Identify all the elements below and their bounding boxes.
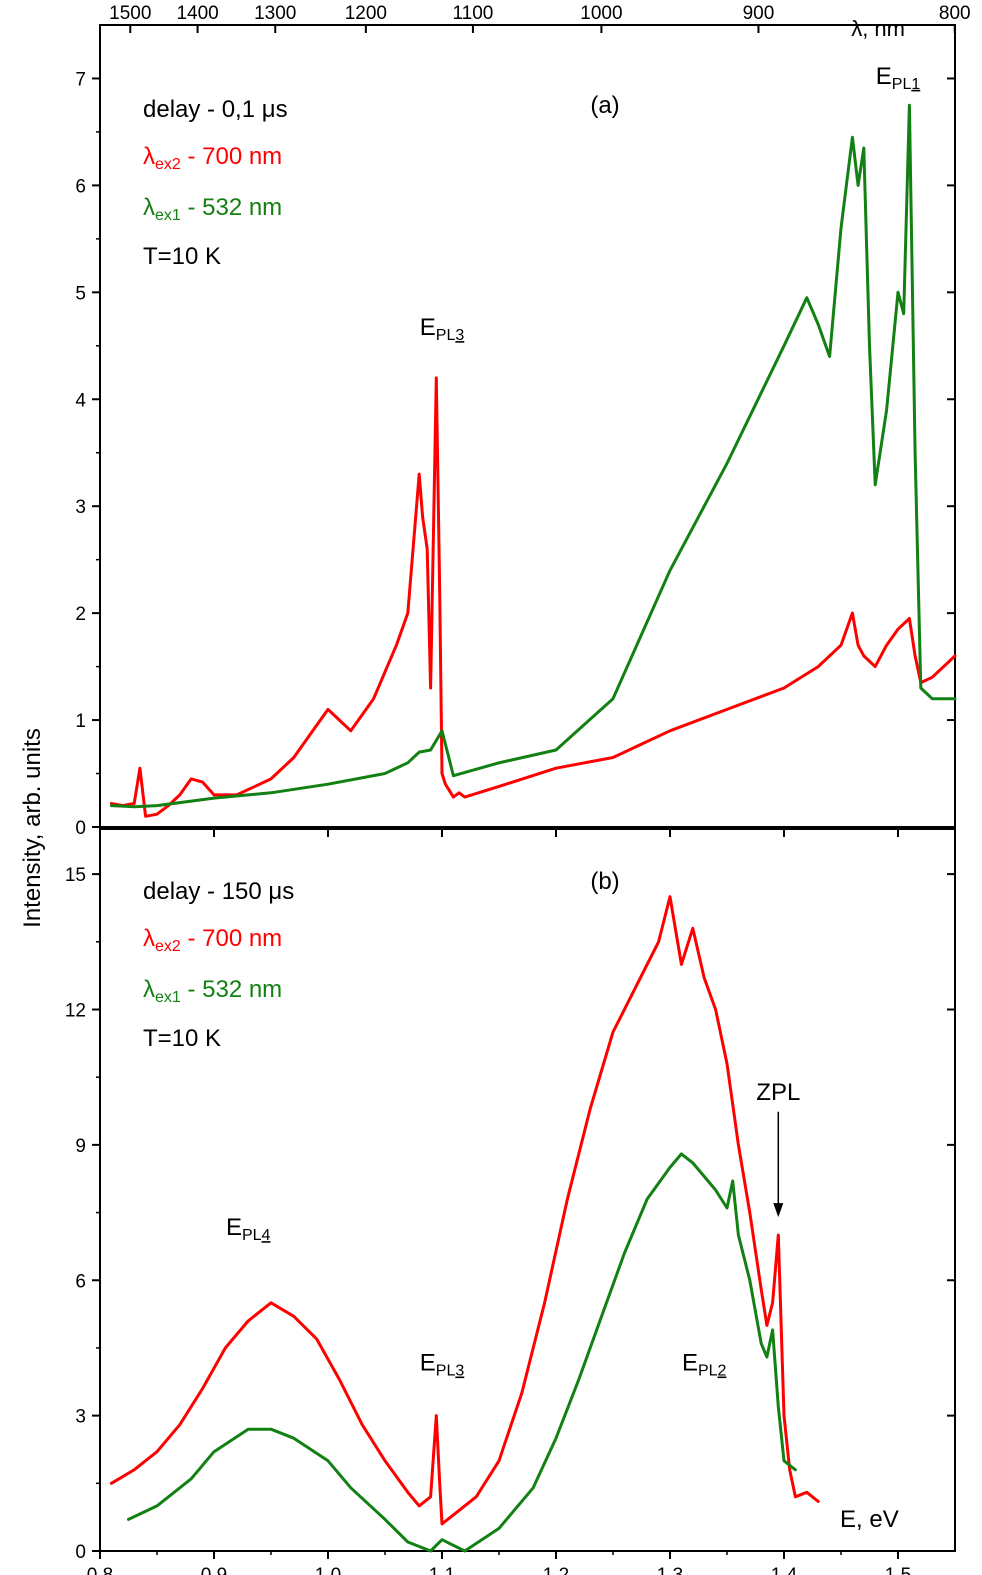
series-green [109, 103, 957, 809]
top-tick-label: 1500 [109, 3, 151, 24]
panel-label: (b) [590, 868, 619, 895]
legend-ex1: λex1 - 532 nm [143, 194, 282, 224]
legend-temp: T=10 K [143, 243, 221, 270]
top-tick-label: 900 [743, 3, 775, 24]
x-tick-label: 0,9 [201, 1565, 227, 1575]
legend-ex2: λex2 - 700 nm [143, 925, 282, 955]
top-tick-label: 1000 [580, 3, 622, 24]
panel-a: 0 1 2 3 4 5 6 7 1500 1400 1300 1200 1100 1000 900 800 λ,… [75, 3, 970, 839]
top-tick-label: 1400 [176, 3, 218, 24]
y-tick-label: 1 [75, 711, 86, 732]
x-tick-label: 1,3 [657, 1565, 683, 1575]
x-axis-label: E, eV [840, 1506, 899, 1533]
legend-temp: T=10 K [143, 1025, 221, 1052]
series-green [127, 1152, 797, 1553]
y-tick-label: 0 [75, 1542, 86, 1563]
series-red [109, 376, 957, 818]
top-tick-label: 1100 [452, 3, 493, 24]
plot-frame [99, 24, 956, 828]
top-tick-label: 800 [939, 3, 971, 24]
annotation-e-pl1: EPL1 [876, 63, 921, 93]
x-tick-label: 1,4 [771, 1565, 798, 1575]
y-tick-label: 7 [75, 69, 86, 90]
y-tick-label: 4 [75, 390, 86, 411]
x-tick-label: 1,2 [543, 1565, 569, 1575]
x-tick-label: 1,5 [885, 1565, 911, 1575]
y-tick-label: 12 [65, 1001, 86, 1022]
annotation-e-pl3: EPL3 [420, 314, 465, 344]
annotation-e-pl3: EPL3 [420, 1350, 465, 1380]
y-axis-label: Intensity, arb. units [19, 728, 46, 928]
annotation-zpl: ZPL [756, 1079, 800, 1106]
legend-ex1: λex1 - 532 nm [143, 976, 282, 1006]
y-tick-label: 3 [75, 497, 86, 518]
x-tick-label: 1,1 [429, 1565, 455, 1575]
y-tick-label: 3 [75, 1407, 86, 1428]
y-tick-label: 6 [75, 1271, 86, 1292]
x-tick-label: 1,0 [315, 1565, 341, 1575]
legend-ex2: λex2 - 700 nm [143, 143, 282, 173]
x-tick-label: 0,8 [87, 1565, 113, 1575]
annotation-e-pl4: EPL4 [226, 1214, 271, 1244]
panel-b: 0 3 6 9 12 15 0,8 0,9 1,0 1,1 1,2 1,3 1,4 1,5 E, eV del… [65, 828, 956, 1575]
series-red [109, 895, 820, 1526]
plot-frame [99, 828, 956, 1552]
y-tick-label: 15 [65, 865, 86, 886]
panel-label: (a) [590, 92, 619, 119]
top-axis-label: λ, nm [851, 16, 905, 41]
top-tick-label: 1200 [345, 3, 387, 24]
zpl-arrow-head [773, 1203, 784, 1218]
top-tick-label: 1300 [254, 3, 296, 24]
y-tick-label: 2 [75, 604, 86, 625]
y-tick-label: 5 [75, 283, 86, 304]
y-tick-label: 0 [75, 818, 86, 839]
annotation-e-pl2: EPL2 [682, 1350, 727, 1380]
y-tick-label: 6 [75, 176, 86, 197]
y-tick-label: 9 [75, 1136, 86, 1157]
legend-delay: delay - 150 μs [143, 878, 294, 905]
legend-delay: delay - 0,1 μs [143, 96, 288, 123]
